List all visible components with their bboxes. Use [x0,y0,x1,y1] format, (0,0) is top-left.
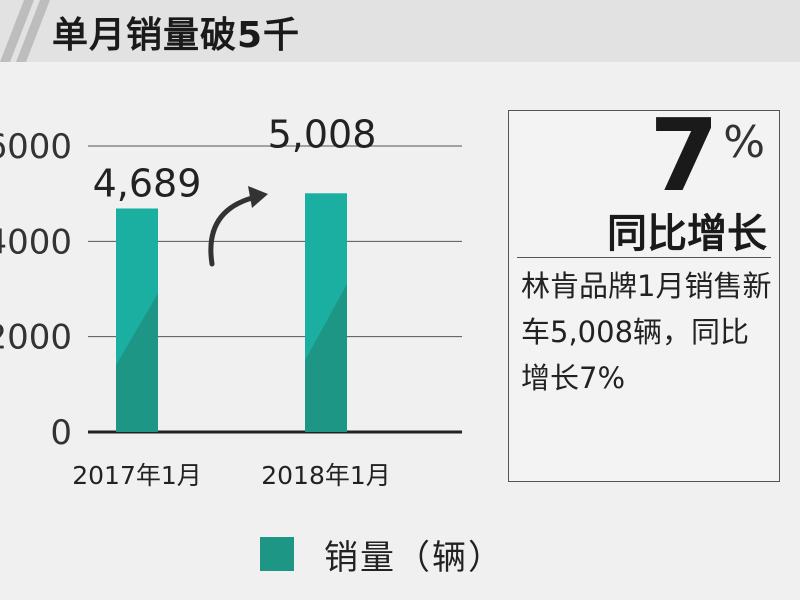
x-tick-label: 2017年1月 [72,461,202,490]
yoy-unit: % [723,117,765,168]
title-bar: 单月销量破5千 [0,0,800,62]
yoy-number: 7 [649,97,719,214]
data-label: 4,689 [93,161,202,205]
divider [517,257,771,258]
info-description: 林肯品牌1月销售新车5,008辆，同比增长7% [521,269,772,395]
y-tick-label: 6000 [0,127,72,167]
growth-arrow-icon [208,195,255,267]
arrow-head-icon [248,186,268,208]
y-tick-label: 2000 [0,318,72,358]
page-title: 单月销量破5千 [52,15,301,56]
x-tick-label: 2018年1月 [261,461,391,490]
legend-label: 销量（辆） [324,537,504,578]
data-label: 5,008 [268,112,377,156]
bar-chart: 0 2000 4000 6000 4,689 2017年1月 5,008 2018年1月 [0,112,462,490]
legend: 销量（辆） [260,532,504,578]
bar-shading [305,283,347,432]
y-tick-label: 4000 [0,222,72,262]
info-box: 7 % 同比增长 林肯品牌1月销售新车5,008辆，同比增长7% [508,101,780,482]
legend-swatch [260,537,294,571]
stripe-decoration [0,0,50,62]
y-tick-label: 0 [50,413,72,453]
bar-shading [116,293,158,432]
yoy-label: 同比增长 [607,211,767,257]
